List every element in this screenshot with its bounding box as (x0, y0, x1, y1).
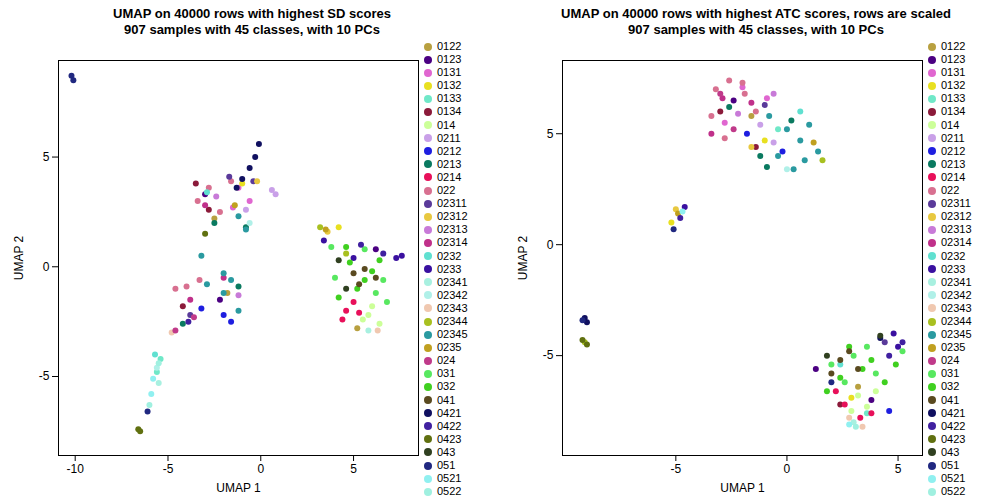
html-text:0232: 0232 (941, 249, 966, 262)
html-text:02345: 02345 (941, 328, 972, 341)
html-text:0233: 0233 (941, 262, 966, 275)
svg-text:0: 0 (547, 238, 554, 252)
html-text:0122: 0122 (941, 40, 966, 52)
html-text:0521: 0521 (437, 472, 462, 485)
html-text:032: 032 (941, 380, 960, 393)
html-text:024: 024 (437, 354, 456, 367)
html-text:0132: 0132 (941, 79, 966, 92)
svg-text:UMAP 1: UMAP 1 (720, 481, 765, 495)
html-text:0232: 0232 (437, 249, 462, 262)
svg-text:-5: -5 (670, 462, 681, 476)
html-text:022: 022 (941, 184, 960, 196)
html-text:02312: 02312 (941, 210, 972, 223)
html-text:051: 051 (941, 459, 960, 471)
svg-text:0: 0 (257, 462, 264, 476)
html-text:02341: 02341 (941, 275, 972, 288)
html-text:02343: 02343 (941, 301, 972, 314)
html-text:0211: 0211 (941, 131, 965, 144)
svg-text:-5: -5 (543, 348, 554, 362)
html-text:0131: 0131 (437, 66, 462, 79)
html-text:0123: 0123 (941, 53, 966, 66)
html-text:0213: 0213 (437, 157, 462, 170)
html-text:024: 024 (941, 354, 960, 367)
html-text:0134: 0134 (941, 105, 966, 118)
html-text:02311: 02311 (437, 197, 467, 210)
html-text:0422: 0422 (437, 419, 462, 432)
html-text:02343: 02343 (437, 301, 468, 314)
svg-text:5: 5 (547, 127, 554, 141)
html-text:02341: 02341 (437, 275, 468, 288)
svg-text:0: 0 (43, 260, 50, 274)
html-text:02312: 02312 (437, 210, 468, 223)
html-text:014: 014 (941, 118, 960, 131)
svg-text:UMAP 2: UMAP 2 (516, 235, 530, 280)
html-text:043: 043 (941, 445, 960, 458)
html-text:0522: 0522 (941, 485, 966, 498)
html-text:0421: 0421 (941, 406, 966, 419)
html-text:0423: 0423 (437, 432, 462, 445)
html-text:0521: 0521 (941, 472, 966, 485)
html-text:907 samples with 45 classes, w: 907 samples with 45 classes, with 10 PCs (124, 22, 380, 37)
html-text:0123: 0123 (437, 53, 462, 66)
svg-text:0: 0 (784, 462, 791, 476)
html-text:0235: 0235 (437, 341, 462, 354)
html-text:041: 041 (437, 393, 456, 406)
svg-text:-10: -10 (67, 462, 85, 476)
html-text:0423: 0423 (941, 432, 966, 445)
svg-text:5: 5 (895, 462, 902, 476)
html-text:0214: 0214 (941, 170, 966, 183)
html-text:02342: 02342 (437, 288, 468, 301)
html-text:0214: 0214 (437, 170, 462, 183)
html-text:0212: 0212 (437, 144, 462, 157)
svg-text:-5: -5 (39, 369, 50, 383)
html-text:0132: 0132 (437, 79, 462, 92)
html-text:0133: 0133 (437, 92, 462, 105)
html-text:0133: 0133 (941, 92, 966, 105)
html-text:UMAP on 40000 rows with highes: UMAP on 40000 rows with highest SD score… (113, 6, 391, 21)
html-text:UMAP on 40000 rows with highes: UMAP on 40000 rows with highest ATC scor… (561, 6, 951, 21)
svg-text:5: 5 (350, 462, 357, 476)
svg-text:-5: -5 (163, 462, 174, 476)
html-text:032: 032 (437, 380, 456, 393)
html-text:0422: 0422 (941, 419, 966, 432)
html-text:022: 022 (437, 184, 456, 196)
html-text:02342: 02342 (941, 288, 972, 301)
html-text:02311: 02311 (941, 197, 971, 210)
html-text:0131: 0131 (941, 66, 966, 79)
html-text:031: 031 (941, 367, 960, 380)
html-text:0211: 0211 (437, 131, 461, 144)
html-text:0134: 0134 (437, 105, 462, 118)
html-text:02313: 02313 (941, 223, 972, 236)
html-text:014: 014 (437, 118, 456, 131)
svg-text:UMAP 1: UMAP 1 (216, 481, 261, 495)
html-text:907 samples with 45 classes, w: 907 samples with 45 classes, with 10 PCs (628, 22, 884, 37)
html-text:031: 031 (437, 367, 456, 380)
html-text:041: 041 (941, 393, 960, 406)
html-text:02344: 02344 (941, 315, 972, 327)
html-text:043: 043 (437, 445, 456, 458)
html-text:0235: 0235 (941, 341, 966, 354)
html-text:02344: 02344 (437, 315, 468, 327)
html-text:02345: 02345 (437, 328, 468, 341)
html-text:02314: 02314 (941, 236, 972, 249)
html-text:0122: 0122 (437, 40, 462, 52)
html-text:02313: 02313 (437, 223, 468, 236)
html-text:0522: 0522 (437, 485, 462, 498)
html-text:0421: 0421 (437, 406, 462, 419)
html-text:02314: 02314 (437, 236, 468, 249)
html-text:051: 051 (437, 459, 456, 471)
html-text:0212: 0212 (941, 144, 966, 157)
svg-text:UMAP 2: UMAP 2 (12, 235, 26, 280)
svg-text:5: 5 (43, 150, 50, 164)
html-text:0233: 0233 (437, 262, 462, 275)
html-text:0213: 0213 (941, 157, 966, 170)
